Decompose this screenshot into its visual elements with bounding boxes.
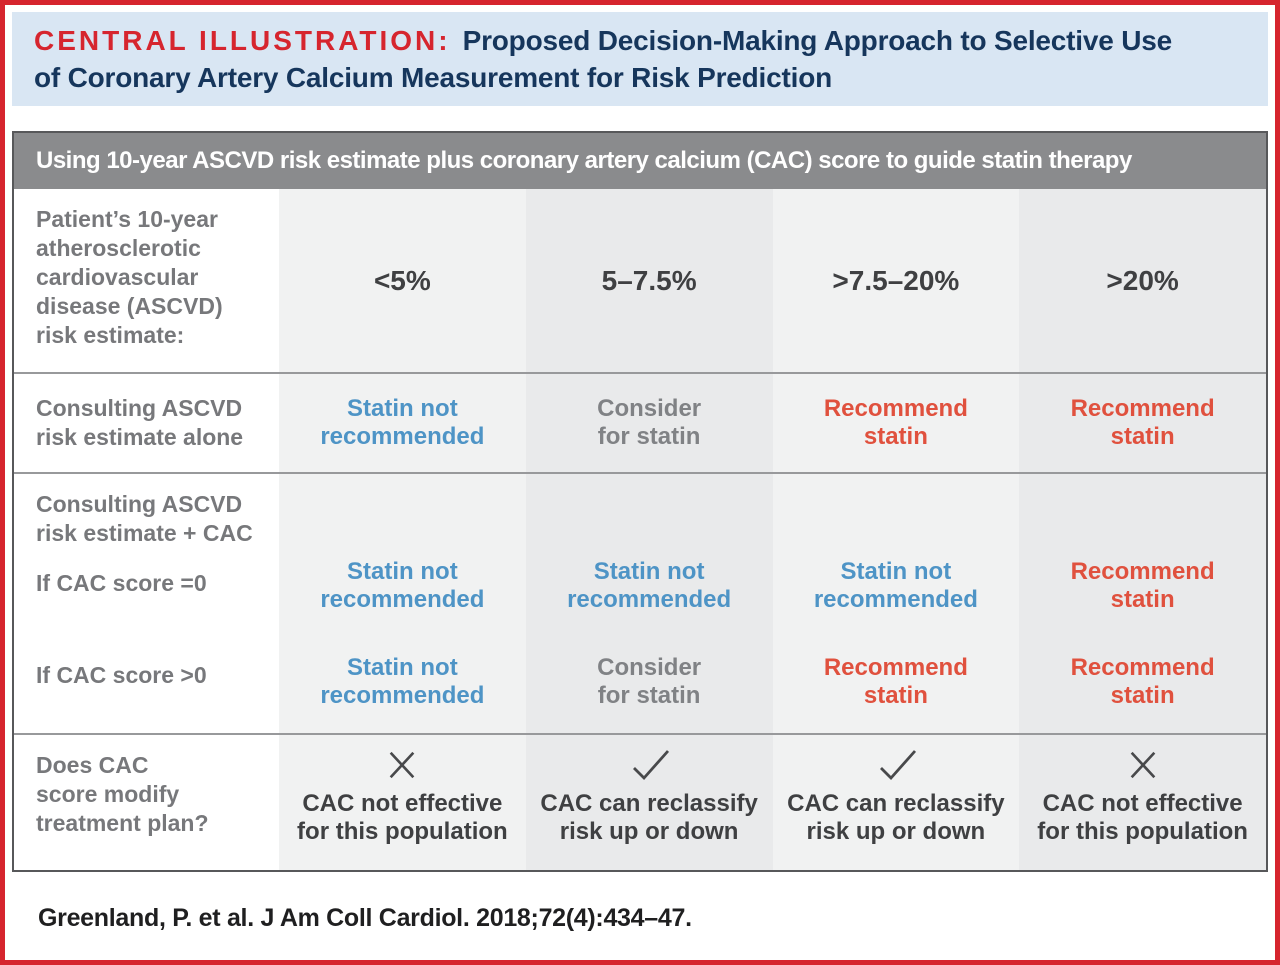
central-illustration-label: CENTRAL ILLUSTRATION: (34, 25, 451, 56)
check-icon (633, 750, 670, 781)
alone-cell-gt20: Recommend statin (1019, 374, 1266, 472)
x-icon (1130, 751, 1155, 779)
ascvd-alone-row: Consulting ASCVD risk estimate alone Sta… (14, 372, 1266, 472)
citation: Greenland, P. et al. J Am Coll Cardiol. … (38, 904, 692, 932)
cac-eq0-value: Statin not recommended (567, 558, 732, 613)
decision-table: Using 10-year ASCVD risk estimate plus c… (12, 131, 1268, 872)
modify-caption: CAC can reclassify risk up or down (787, 790, 1005, 845)
cac-modify-label: Does CAC score modify treatment plan? (14, 735, 279, 870)
modify-caption: CAC can reclassify risk up or down (540, 790, 758, 845)
ascvd-cac-label: Consulting ASCVD risk estimate + CAC If … (14, 474, 279, 733)
cac-score-gt0-label: If CAC score >0 (36, 662, 207, 688)
x-icon (390, 751, 415, 779)
modify-cell-gt20: CAC not effective for this population (1019, 735, 1266, 870)
alone-cell-5-7-5: Consider for statin (525, 374, 773, 472)
modify-caption: CAC not effective for this population (1037, 790, 1248, 845)
cac-cell-lt5: Statin not recommended Statin not recomm… (279, 474, 526, 733)
modify-cell-7-5-20: CAC can reclassify risk up or down (772, 735, 1020, 870)
risk-column-7-5-20: >7.5–20% (772, 189, 1020, 372)
cac-gt0-value: Consider for statin (597, 654, 702, 709)
figure-title-banner: CENTRAL ILLUSTRATION: Proposed Decision-M… (12, 12, 1268, 106)
cac-gt0-value: Recommend statin (1070, 654, 1215, 709)
modify-cell-lt5: CAC not effective for this population (279, 735, 526, 870)
cac-gt0-value: Statin not recommended (320, 654, 485, 709)
risk-row-label: Patient’s 10-year atherosclerotic cardio… (14, 189, 279, 372)
cac-eq0-value: Statin not recommended (813, 558, 978, 613)
cac-cell-gt20: Recommend statin Recommend statin (1019, 474, 1266, 733)
cac-gt0-value: Recommend statin (823, 654, 968, 709)
table-header-bar: Using 10-year ASCVD risk estimate plus c… (14, 133, 1266, 189)
cac-modify-row: Does CAC score modify treatment plan? CA… (14, 733, 1266, 870)
modify-cell-5-7-5: CAC can reclassify risk up or down (525, 735, 773, 870)
risk-column-5-7-5: 5–7.5% (525, 189, 773, 372)
modify-caption: CAC not effective for this population (297, 790, 508, 845)
check-icon (879, 750, 916, 781)
ascvd-alone-label: Consulting ASCVD risk estimate alone (14, 374, 279, 472)
ascvd-cac-label-main: Consulting ASCVD risk estimate + CAC (36, 491, 253, 546)
alone-cell-lt5: Statin not recommended (279, 374, 526, 472)
risk-column-gt20: >20% (1019, 189, 1266, 372)
cac-cell-7-5-20: Statin not recommended Recommend statin (772, 474, 1020, 733)
cac-eq0-value: Statin not recommended (320, 558, 485, 613)
figure-title-text: CENTRAL ILLUSTRATION: Proposed Decision-M… (34, 22, 1194, 96)
alone-cell-7-5-20: Recommend statin (772, 374, 1020, 472)
cac-score-eq0-label: If CAC score =0 (36, 570, 207, 596)
cac-cell-5-7-5: Statin not recommended Consider for stat… (525, 474, 773, 733)
figure-title: Proposed Decision-Making Approach to Sel… (34, 25, 1172, 93)
risk-estimate-row: Patient’s 10-year atherosclerotic cardio… (14, 189, 1266, 372)
risk-column-lt5: <5% (279, 189, 526, 372)
ascvd-plus-cac-row: Consulting ASCVD risk estimate + CAC If … (14, 472, 1266, 733)
cac-eq0-value: Recommend statin (1070, 558, 1215, 613)
